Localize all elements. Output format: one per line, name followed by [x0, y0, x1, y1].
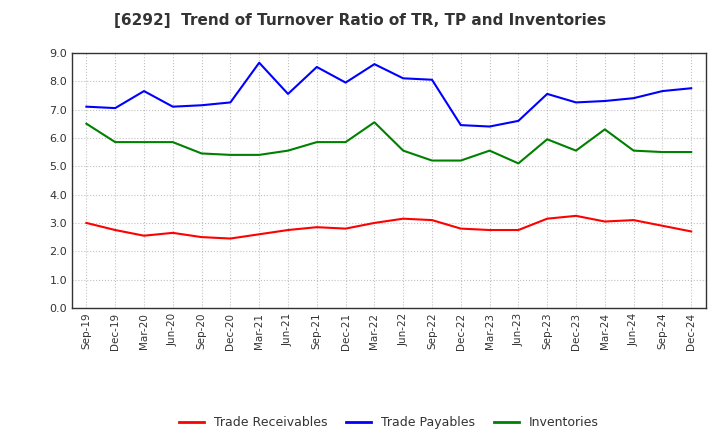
Inventories — [600, 127, 609, 132]
Trade Receivables — [485, 227, 494, 233]
Trade Payables — [82, 104, 91, 109]
Inventories — [687, 150, 696, 155]
Trade Receivables — [629, 217, 638, 223]
Trade Receivables — [140, 233, 148, 238]
Trade Payables — [514, 118, 523, 124]
Trade Receivables — [543, 216, 552, 221]
Inventories — [399, 148, 408, 153]
Inventories — [312, 139, 321, 145]
Inventories — [140, 139, 148, 145]
Trade Payables — [341, 80, 350, 85]
Inventories — [341, 139, 350, 145]
Legend: Trade Receivables, Trade Payables, Inventories: Trade Receivables, Trade Payables, Inven… — [174, 411, 604, 434]
Inventories — [543, 137, 552, 142]
Trade Receivables — [600, 219, 609, 224]
Inventories — [284, 148, 292, 153]
Trade Payables — [428, 77, 436, 82]
Trade Receivables — [687, 229, 696, 234]
Trade Payables — [399, 76, 408, 81]
Trade Payables — [456, 122, 465, 128]
Inventories — [485, 148, 494, 153]
Inventories — [428, 158, 436, 163]
Trade Payables — [140, 88, 148, 94]
Trade Payables — [168, 104, 177, 109]
Trade Receivables — [168, 230, 177, 235]
Trade Receivables — [456, 226, 465, 231]
Trade Payables — [687, 86, 696, 91]
Trade Payables — [197, 103, 206, 108]
Trade Payables — [255, 60, 264, 66]
Trade Receivables — [572, 213, 580, 219]
Trade Payables — [543, 91, 552, 96]
Trade Payables — [226, 100, 235, 105]
Trade Receivables — [255, 231, 264, 237]
Trade Receivables — [226, 236, 235, 241]
Inventories — [658, 150, 667, 155]
Trade Receivables — [428, 217, 436, 223]
Trade Receivables — [82, 220, 91, 226]
Trade Receivables — [312, 224, 321, 230]
Trade Receivables — [111, 227, 120, 233]
Trade Payables — [485, 124, 494, 129]
Trade Receivables — [658, 223, 667, 228]
Trade Receivables — [514, 227, 523, 233]
Line: Inventories: Inventories — [86, 122, 691, 163]
Inventories — [82, 121, 91, 126]
Inventories — [168, 139, 177, 145]
Trade Payables — [658, 88, 667, 94]
Line: Trade Receivables: Trade Receivables — [86, 216, 691, 238]
Trade Receivables — [284, 227, 292, 233]
Inventories — [456, 158, 465, 163]
Trade Payables — [572, 100, 580, 105]
Trade Payables — [600, 99, 609, 104]
Inventories — [514, 161, 523, 166]
Inventories — [111, 139, 120, 145]
Trade Payables — [370, 62, 379, 67]
Inventories — [370, 120, 379, 125]
Text: [6292]  Trend of Turnover Ratio of TR, TP and Inventories: [6292] Trend of Turnover Ratio of TR, TP… — [114, 13, 606, 28]
Inventories — [197, 151, 206, 156]
Trade Receivables — [370, 220, 379, 226]
Trade Payables — [629, 95, 638, 101]
Line: Trade Payables: Trade Payables — [86, 63, 691, 127]
Inventories — [572, 148, 580, 153]
Inventories — [226, 152, 235, 158]
Trade Receivables — [197, 235, 206, 240]
Trade Receivables — [399, 216, 408, 221]
Trade Payables — [312, 64, 321, 70]
Inventories — [255, 152, 264, 158]
Trade Payables — [284, 91, 292, 96]
Inventories — [629, 148, 638, 153]
Trade Receivables — [341, 226, 350, 231]
Trade Payables — [111, 106, 120, 111]
